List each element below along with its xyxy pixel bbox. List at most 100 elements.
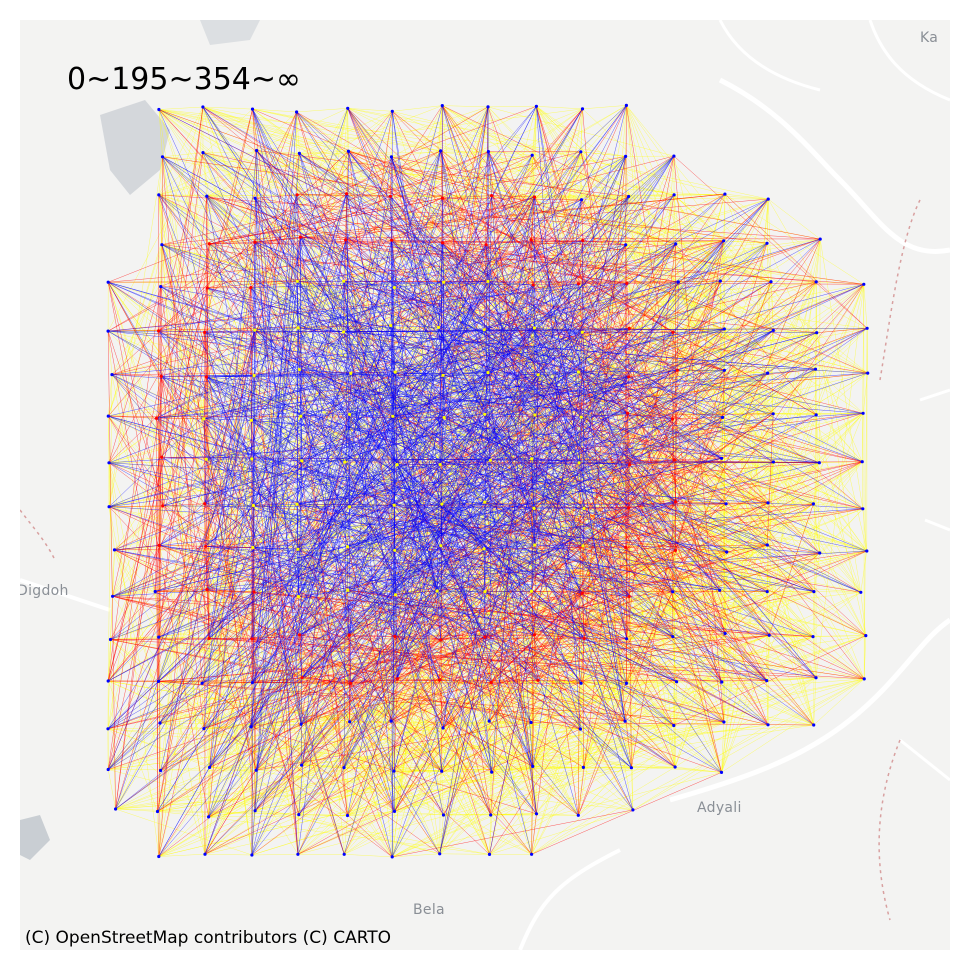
network-node [439,149,443,153]
network-node [811,502,816,506]
network-node [346,588,350,592]
network-node [159,285,163,289]
place-label-digdoh: Digdoh [20,583,69,599]
network-node [673,548,678,553]
network-node [441,726,445,730]
network-node [675,368,679,372]
map-frame[interactable]: Ka Digdoh Adyali Bela 0~195~354~∞ (C) Op… [20,20,950,950]
network-node [581,765,586,770]
place-label-adyali: Adyali [697,800,742,816]
network-node [723,631,727,636]
network-node [866,371,870,375]
network-node [766,723,770,727]
network-node [721,415,725,419]
network-node [392,286,396,290]
network-node [814,413,818,417]
water-body [200,20,260,45]
network-node [440,196,444,200]
network-node [532,195,537,199]
network-node [532,633,537,637]
network-node [531,764,535,769]
network-node [580,107,585,111]
network-node [157,329,161,333]
network-node [718,588,722,592]
network-node [766,197,770,201]
network-node [530,153,534,157]
network-node [391,414,395,418]
network-node [864,634,868,638]
network-node [160,455,164,459]
network-node [769,280,773,284]
network-node [625,281,629,285]
network-node [389,719,393,723]
network-node [627,326,631,330]
network-node [207,815,211,819]
network-node [533,543,537,547]
place-label-bela: Bela [413,902,445,918]
network-node [725,550,729,554]
map-attribution: (C) OpenStreetMap contributors (C) CARTO [25,928,392,948]
network-node [536,373,540,377]
water-body [20,815,50,860]
network-node [392,769,396,773]
network-node [395,677,399,681]
network-node [490,194,494,198]
road [899,388,950,782]
network-node [395,463,399,467]
network-node [722,368,727,372]
network-node [529,589,534,593]
network-node [253,240,257,244]
network-node [536,678,540,682]
network-node [771,328,775,332]
network-node [345,813,350,818]
network-node [862,677,866,681]
network-node [722,327,726,331]
network-node [624,154,628,158]
network-node [160,155,165,159]
network-node [532,326,537,330]
network-node [156,679,161,684]
network-node [530,457,534,461]
flow-lines-low-class [107,105,868,858]
network-node [629,766,634,770]
network-node [720,680,724,684]
network-node [159,374,163,378]
network-node [106,727,110,731]
network-node [296,547,300,551]
network-nodes [106,103,870,859]
admin-boundary [20,509,56,561]
network-node [766,501,770,505]
network-node [346,149,350,153]
network-node [250,637,254,641]
network-node [441,813,446,817]
network-node [624,681,629,686]
network-node [344,238,348,242]
network-node [865,326,869,330]
network-node [442,280,446,284]
network-node [389,323,393,328]
network-node [202,417,206,421]
network-node [817,461,821,465]
network-node [529,720,533,725]
network-node [440,104,444,108]
network-node [437,678,441,682]
network-node [626,411,630,415]
network-node [392,503,396,507]
network-node [157,854,161,859]
network-node [295,502,299,506]
network-node [106,414,110,418]
network-node [155,809,160,814]
road [669,617,950,803]
flow-lines-low [107,105,868,858]
network-node [159,768,163,773]
network-node [204,457,208,461]
network-node [576,370,581,374]
network-node [862,282,866,286]
network-node [300,676,304,680]
network-node [771,460,776,464]
network-node [249,418,253,422]
network-node [673,500,678,504]
network-node [812,590,816,594]
map-canvas[interactable] [20,20,950,950]
network-node [486,105,490,109]
